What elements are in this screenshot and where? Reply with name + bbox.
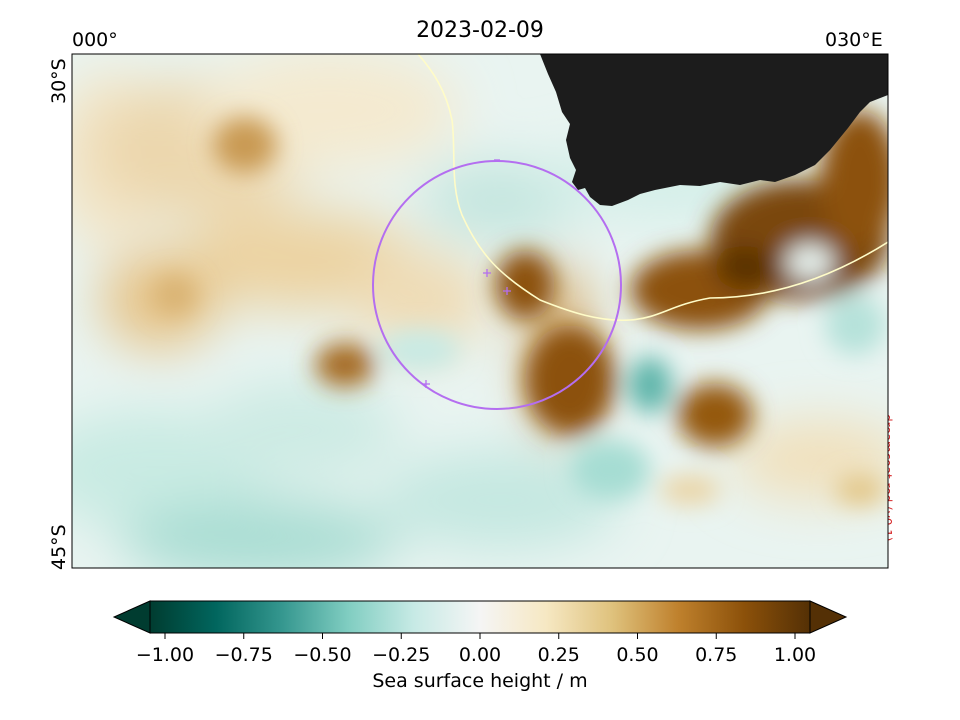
colorbar-extend-high xyxy=(809,600,848,634)
colorbar-tick-label: 0.25 xyxy=(537,644,580,666)
colorbar-tick-label: −1.00 xyxy=(135,644,195,666)
colorbar-tick-label: 0.75 xyxy=(695,644,738,666)
colorbar-gradient xyxy=(149,600,811,634)
longitude-label-east: 030°E xyxy=(825,29,883,51)
colorbar-tick-label: −0.50 xyxy=(293,644,352,666)
sea-surface-height-field xyxy=(72,54,888,568)
colorbar-tick-label: 0.00 xyxy=(458,644,502,666)
colorbar-tick-label: 0.50 xyxy=(616,644,659,666)
eddy-outline-circle xyxy=(372,160,622,410)
colorbar-label: Sea surface height / m xyxy=(372,670,588,692)
land-mass xyxy=(540,54,888,206)
colorbar-tick-label: −0.25 xyxy=(372,644,431,666)
track-marker xyxy=(503,287,511,295)
colorbar-tick-label: 1.00 xyxy=(773,644,817,666)
colorbar xyxy=(112,600,848,639)
colorbar-tick-label: −0.75 xyxy=(214,644,273,666)
eddy-track-markers xyxy=(422,159,511,388)
longitude-label-west: 000° xyxy=(72,29,118,51)
ssh-contour-line xyxy=(417,54,888,322)
track-marker xyxy=(483,269,491,277)
map-title: 2023-02-09 xyxy=(416,18,544,43)
map-frame xyxy=(71,53,889,569)
track-marker xyxy=(422,380,430,388)
colorbar-extend-low xyxy=(112,600,151,634)
